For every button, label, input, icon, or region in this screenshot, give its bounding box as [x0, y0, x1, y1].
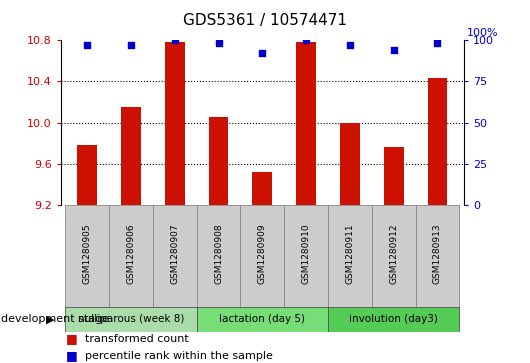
Bar	[252, 172, 272, 205]
Text: GSM1280913: GSM1280913	[433, 224, 442, 284]
FancyBboxPatch shape	[416, 205, 460, 307]
FancyBboxPatch shape	[328, 307, 460, 332]
Text: GDS5361 / 10574471: GDS5361 / 10574471	[183, 13, 347, 28]
Text: involution (day3): involution (day3)	[349, 314, 438, 325]
Text: GSM1280905: GSM1280905	[83, 224, 92, 284]
Bar	[428, 78, 447, 205]
Text: percentile rank within the sample: percentile rank within the sample	[85, 351, 272, 361]
Text: nulliparous (week 8): nulliparous (week 8)	[78, 314, 184, 325]
Text: ■: ■	[66, 332, 78, 345]
Text: GSM1280909: GSM1280909	[258, 224, 267, 284]
Point	[302, 37, 311, 43]
Bar	[77, 145, 97, 205]
FancyBboxPatch shape	[65, 205, 109, 307]
Bar	[340, 123, 360, 205]
Bar	[209, 117, 228, 205]
Text: GSM1280908: GSM1280908	[214, 224, 223, 284]
Text: GSM1280911: GSM1280911	[346, 224, 355, 284]
Text: development stage: development stage	[1, 314, 109, 325]
Bar	[165, 42, 184, 205]
Point	[127, 42, 135, 48]
Point	[346, 42, 354, 48]
FancyBboxPatch shape	[153, 205, 197, 307]
Text: GSM1280912: GSM1280912	[389, 224, 398, 284]
FancyBboxPatch shape	[109, 205, 153, 307]
Point	[433, 40, 441, 46]
Point	[258, 50, 267, 56]
FancyBboxPatch shape	[65, 307, 197, 332]
Point	[171, 37, 179, 43]
FancyBboxPatch shape	[328, 205, 372, 307]
Text: ■: ■	[66, 349, 78, 362]
FancyBboxPatch shape	[197, 205, 241, 307]
Text: GSM1280907: GSM1280907	[170, 224, 179, 284]
Text: ▶: ▶	[46, 314, 55, 325]
Point	[83, 42, 92, 48]
FancyBboxPatch shape	[197, 307, 328, 332]
Bar	[296, 42, 316, 205]
FancyBboxPatch shape	[284, 205, 328, 307]
Text: 100%: 100%	[466, 28, 498, 38]
Bar	[121, 107, 141, 205]
FancyBboxPatch shape	[372, 205, 416, 307]
Text: transformed count: transformed count	[85, 334, 189, 344]
Bar	[384, 147, 403, 205]
Text: GSM1280910: GSM1280910	[302, 224, 311, 284]
Point	[214, 40, 223, 46]
FancyBboxPatch shape	[241, 205, 284, 307]
Text: lactation (day 5): lactation (day 5)	[219, 314, 305, 325]
Point	[390, 47, 398, 53]
Text: GSM1280906: GSM1280906	[127, 224, 136, 284]
